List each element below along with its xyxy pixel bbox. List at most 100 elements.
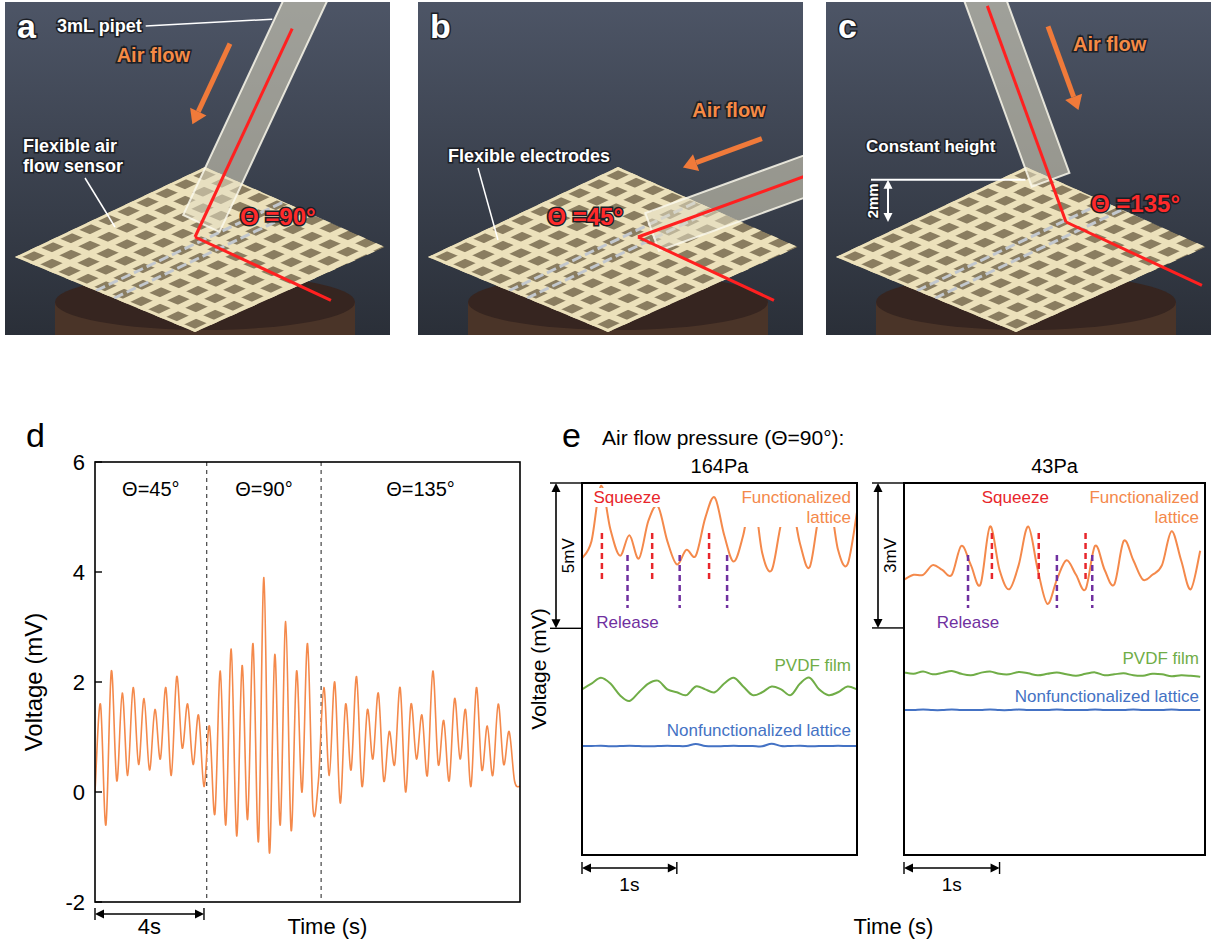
chart-e: eAir flow pressure (Θ=90°):Voltage (mV)T… — [527, 416, 1205, 939]
lattice-strut — [979, 226, 1207, 334]
photo-panel: Air flowΘ =135°cConstant height2mm — [826, 2, 1211, 335]
squeeze-marker — [708, 533, 711, 583]
scale-bar-end — [203, 908, 204, 920]
angle-label: Θ =135° — [1091, 190, 1180, 217]
scale-bar — [555, 489, 557, 622]
label-background — [592, 488, 661, 507]
y-tick-label: 0 — [73, 780, 85, 805]
angle-label: Θ =45° — [547, 203, 623, 230]
release-marker — [626, 555, 629, 608]
signal-line — [582, 678, 857, 701]
lattice-strut — [589, 233, 803, 335]
scale-bar-label: 1s — [619, 874, 639, 895]
scale-bar-end — [581, 862, 582, 874]
y-axis-title: Voltage (mV) — [527, 608, 550, 729]
air-flow-label: Air flow — [117, 44, 191, 66]
plot-frame — [582, 483, 857, 855]
y-tick-label: 6 — [73, 450, 85, 475]
air-flow-arrow — [198, 44, 230, 112]
scale-bar-end — [872, 627, 904, 628]
release-marker — [1056, 555, 1059, 608]
label-background — [666, 721, 852, 740]
y-tick — [95, 901, 102, 902]
section-label: Θ=45° — [122, 478, 179, 500]
scale-bar-label: 3mV — [881, 537, 900, 573]
arrow-head — [552, 483, 561, 492]
arrow-head — [552, 619, 561, 628]
squeeze-marker — [601, 533, 604, 583]
panel-letter: c — [838, 7, 857, 45]
gap-label: 2mm — [864, 183, 881, 218]
photo-background — [5, 2, 390, 335]
gap-arrow — [887, 188, 889, 214]
label-background — [774, 656, 853, 675]
lattice — [826, 158, 1211, 335]
y-tick-label: 2 — [73, 670, 85, 695]
scale-bar-label: 1s — [942, 874, 962, 895]
electrode-label: Flexible electrodes — [448, 146, 610, 166]
signal-line — [904, 709, 1200, 712]
squeeze-marker — [1037, 533, 1040, 583]
leader-line — [85, 178, 115, 227]
air-flow-arrow — [1048, 26, 1074, 96]
arrow-head — [884, 180, 893, 189]
label-background — [1122, 649, 1201, 668]
arrow-head — [991, 864, 1000, 873]
scale-bar — [910, 867, 994, 869]
plot-frame — [904, 483, 1205, 855]
label-background — [1088, 488, 1200, 527]
arrow-head — [884, 213, 893, 222]
surface-line — [1066, 222, 1202, 285]
series-label: Nonfunctionalized lattice — [1015, 687, 1199, 706]
release-marker — [726, 555, 729, 608]
lattice-strut — [176, 233, 390, 335]
section-label: Θ=135° — [386, 478, 455, 500]
figure: Air flowΘ =90°a3mL pipetFlexible airflow… — [0, 0, 1225, 944]
y-tick — [95, 681, 102, 682]
y-tick — [95, 571, 102, 572]
y-axis-title: Voltage (mV) — [20, 613, 47, 752]
label-line: lattice — [1155, 508, 1199, 527]
subpanel-title: 164Pa — [691, 455, 750, 477]
air-flow-arrow-head — [683, 154, 699, 171]
release-label: Release — [596, 613, 658, 632]
scale-bar-label: 5mV — [559, 538, 578, 574]
x-axis-title: Time (s) — [288, 914, 368, 939]
e-subpanel: 43PaSqueezeReleaseFunctionalizedlatticeP… — [872, 455, 1205, 895]
label-background — [1014, 687, 1200, 706]
lattice-strut — [158, 226, 386, 334]
series-label: Nonfunctionalized lattice — [667, 721, 851, 740]
release-marker — [678, 555, 681, 608]
arrow-head — [95, 910, 104, 919]
lattice-strut — [997, 233, 1211, 335]
arrow-head — [195, 910, 204, 919]
release-label: Release — [937, 613, 999, 632]
panel-letter: d — [26, 416, 45, 454]
angle-label: Θ =90° — [240, 203, 316, 230]
scale-bar-end — [676, 862, 677, 874]
label-background — [595, 613, 659, 632]
label-line: flow sensor — [23, 156, 123, 176]
electrode — [935, 208, 1125, 298]
air-flow-label: Air flow — [692, 99, 766, 121]
arrow-head — [668, 864, 677, 873]
y-tick — [95, 461, 102, 462]
scale-bar — [877, 489, 879, 622]
height-label: Constant height — [866, 137, 996, 156]
squeeze-label: Squeeze — [593, 488, 660, 507]
sensor-label: Flexible airflow sensor — [23, 136, 123, 176]
panel-letter: b — [430, 7, 451, 45]
y-tick-label: -2 — [65, 890, 85, 915]
section-divider — [321, 462, 322, 902]
scale-bar-end — [903, 862, 904, 874]
photo-background — [418, 2, 803, 335]
scale-bar-end — [999, 862, 1000, 874]
series-label: PVDF film — [1123, 649, 1200, 668]
leader-line — [478, 168, 498, 240]
y-tick — [95, 791, 102, 792]
x-axis-title: Time (s) — [854, 914, 934, 939]
y-tick-label: 4 — [73, 560, 85, 585]
chart-d: dΘ=45°Θ=90°Θ=135°-20246Voltage (mV)4sTim… — [20, 416, 520, 939]
signal-line — [904, 671, 1200, 677]
signal-line — [904, 526, 1200, 604]
